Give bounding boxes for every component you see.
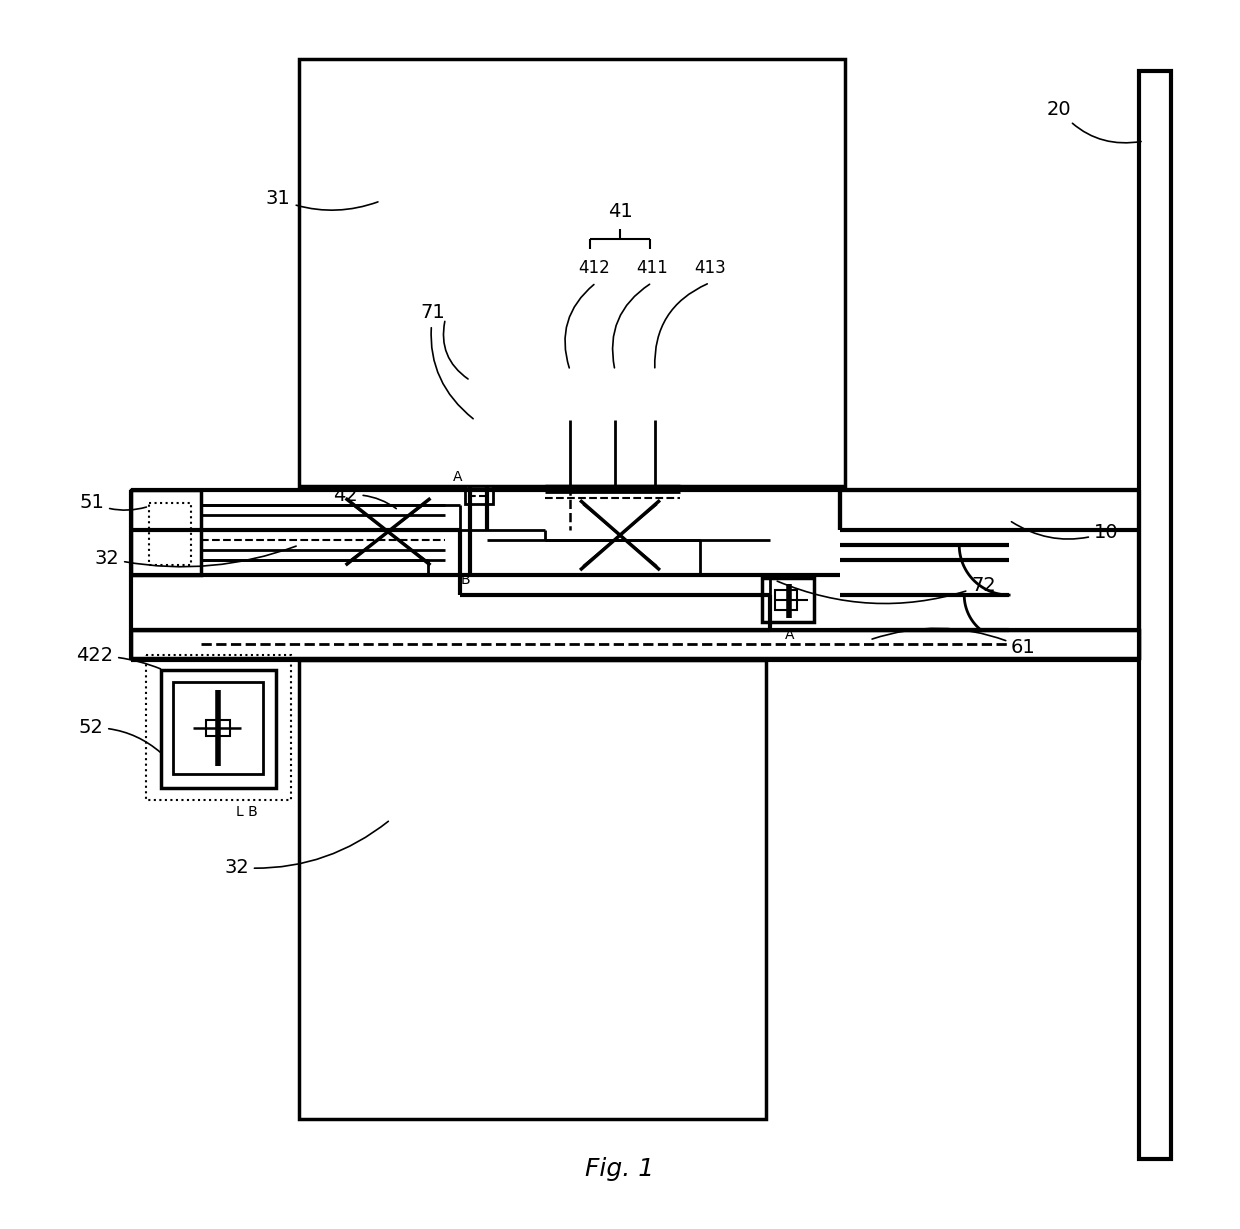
Text: A: A (453, 471, 463, 484)
Bar (161, 670, 275, 788)
Text: 41: 41 (608, 202, 632, 221)
Bar (465, 487, 494, 504)
Text: 61: 61 (872, 628, 1035, 658)
Bar (206, 720, 229, 736)
Text: 10: 10 (1012, 522, 1118, 542)
Bar (299, 660, 765, 1118)
Text: A: A (785, 628, 795, 642)
Bar (131, 630, 1138, 658)
Bar (1138, 71, 1171, 1159)
Text: Fig. 1: Fig. 1 (585, 1156, 655, 1181)
Text: 411: 411 (636, 259, 668, 277)
Bar (299, 59, 846, 487)
Bar (146, 655, 290, 800)
Text: 32: 32 (224, 821, 388, 878)
Text: 20: 20 (1047, 100, 1141, 143)
Bar (174, 682, 263, 773)
Bar (761, 578, 813, 622)
Text: 31: 31 (267, 189, 378, 210)
Text: 72: 72 (777, 575, 996, 603)
Bar (131, 490, 201, 575)
Text: B: B (460, 573, 470, 587)
Text: 42: 42 (332, 485, 397, 509)
Text: 422: 422 (76, 646, 160, 669)
Text: 52: 52 (78, 718, 161, 753)
Text: L B: L B (236, 805, 258, 819)
Text: 51: 51 (79, 493, 146, 511)
Bar (149, 503, 191, 565)
Bar (775, 590, 796, 610)
Text: 412: 412 (578, 259, 610, 277)
Text: 71: 71 (420, 304, 474, 419)
Text: 413: 413 (694, 259, 725, 277)
Text: 32: 32 (94, 546, 296, 568)
